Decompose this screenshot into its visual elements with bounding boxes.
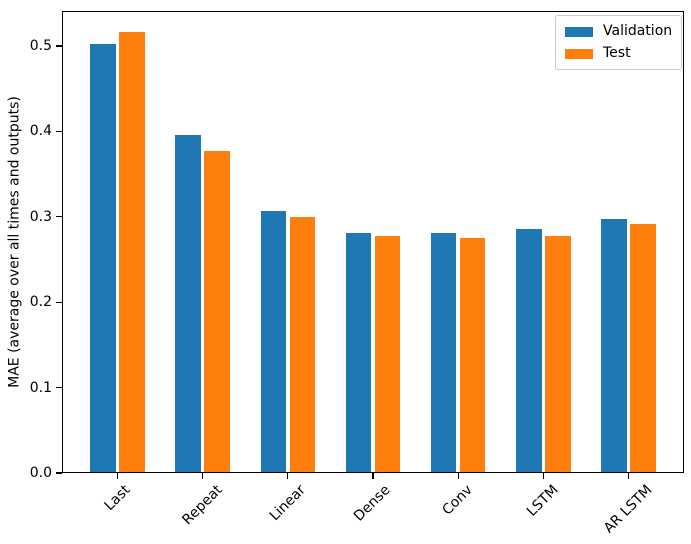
bar-validation-lstm (516, 228, 542, 472)
x-tick-label-linear: Linear (266, 482, 309, 525)
y-tick-label: 0.2 (29, 294, 52, 311)
y-tick-label: 0.3 (29, 208, 52, 225)
bar-test-conv (459, 238, 486, 472)
bar-validation-last (90, 44, 116, 472)
legend-swatch-test (565, 48, 593, 59)
x-tick-mark (542, 473, 544, 479)
x-tick-mark (457, 473, 459, 479)
x-tick-mark (116, 473, 119, 479)
legend-item-test: Test (565, 45, 672, 62)
x-tick-mark (202, 473, 204, 479)
legend-item-validation: Validation (565, 23, 672, 40)
y-tick-label: 0.1 (29, 379, 52, 396)
x-tick-label-repeat: Repeat (179, 482, 226, 529)
bar-validation-ar-lstm (601, 218, 627, 472)
bar-validation-conv (430, 233, 457, 472)
x-tick-label-last: Last (101, 482, 134, 514)
y-tick-mark (56, 216, 62, 218)
x-tick-mark (287, 473, 289, 479)
y-tick-mark (56, 130, 62, 132)
x-tick-mark (627, 473, 630, 479)
legend-label-validation: Validation (603, 23, 673, 39)
bar-test-lstm (545, 236, 571, 472)
y-tick-label: 0.0 (29, 465, 52, 481)
bar-test-last (119, 32, 145, 472)
x-tick-label-lstm: LSTM (523, 482, 562, 520)
legend: Validation Test (555, 15, 683, 70)
x-tick-label-ar-lstm: AR LSTM (600, 482, 656, 537)
x-tick-label-dense: Dense (351, 482, 394, 525)
legend-label-test: Test (603, 45, 631, 61)
bar-validation-repeat (175, 134, 201, 472)
y-tick-mark (56, 472, 62, 474)
legend-swatch-validation (565, 26, 593, 37)
y-tick-mark (56, 387, 62, 389)
x-tick-mark (372, 473, 374, 479)
y-tick-mark (56, 45, 62, 47)
bar-test-repeat (204, 151, 230, 472)
bar-test-linear (289, 216, 316, 472)
bar-test-ar-lstm (630, 223, 656, 472)
bar-test-dense (374, 236, 401, 472)
bar-validation-dense (345, 233, 372, 472)
y-tick-label: 0.4 (29, 123, 52, 140)
bar-validation-linear (260, 210, 287, 472)
y-tick-mark (56, 301, 62, 303)
x-tick-label-conv: Conv (439, 482, 477, 519)
y-tick-label: 0.5 (29, 38, 52, 54)
plot-area (62, 11, 684, 473)
